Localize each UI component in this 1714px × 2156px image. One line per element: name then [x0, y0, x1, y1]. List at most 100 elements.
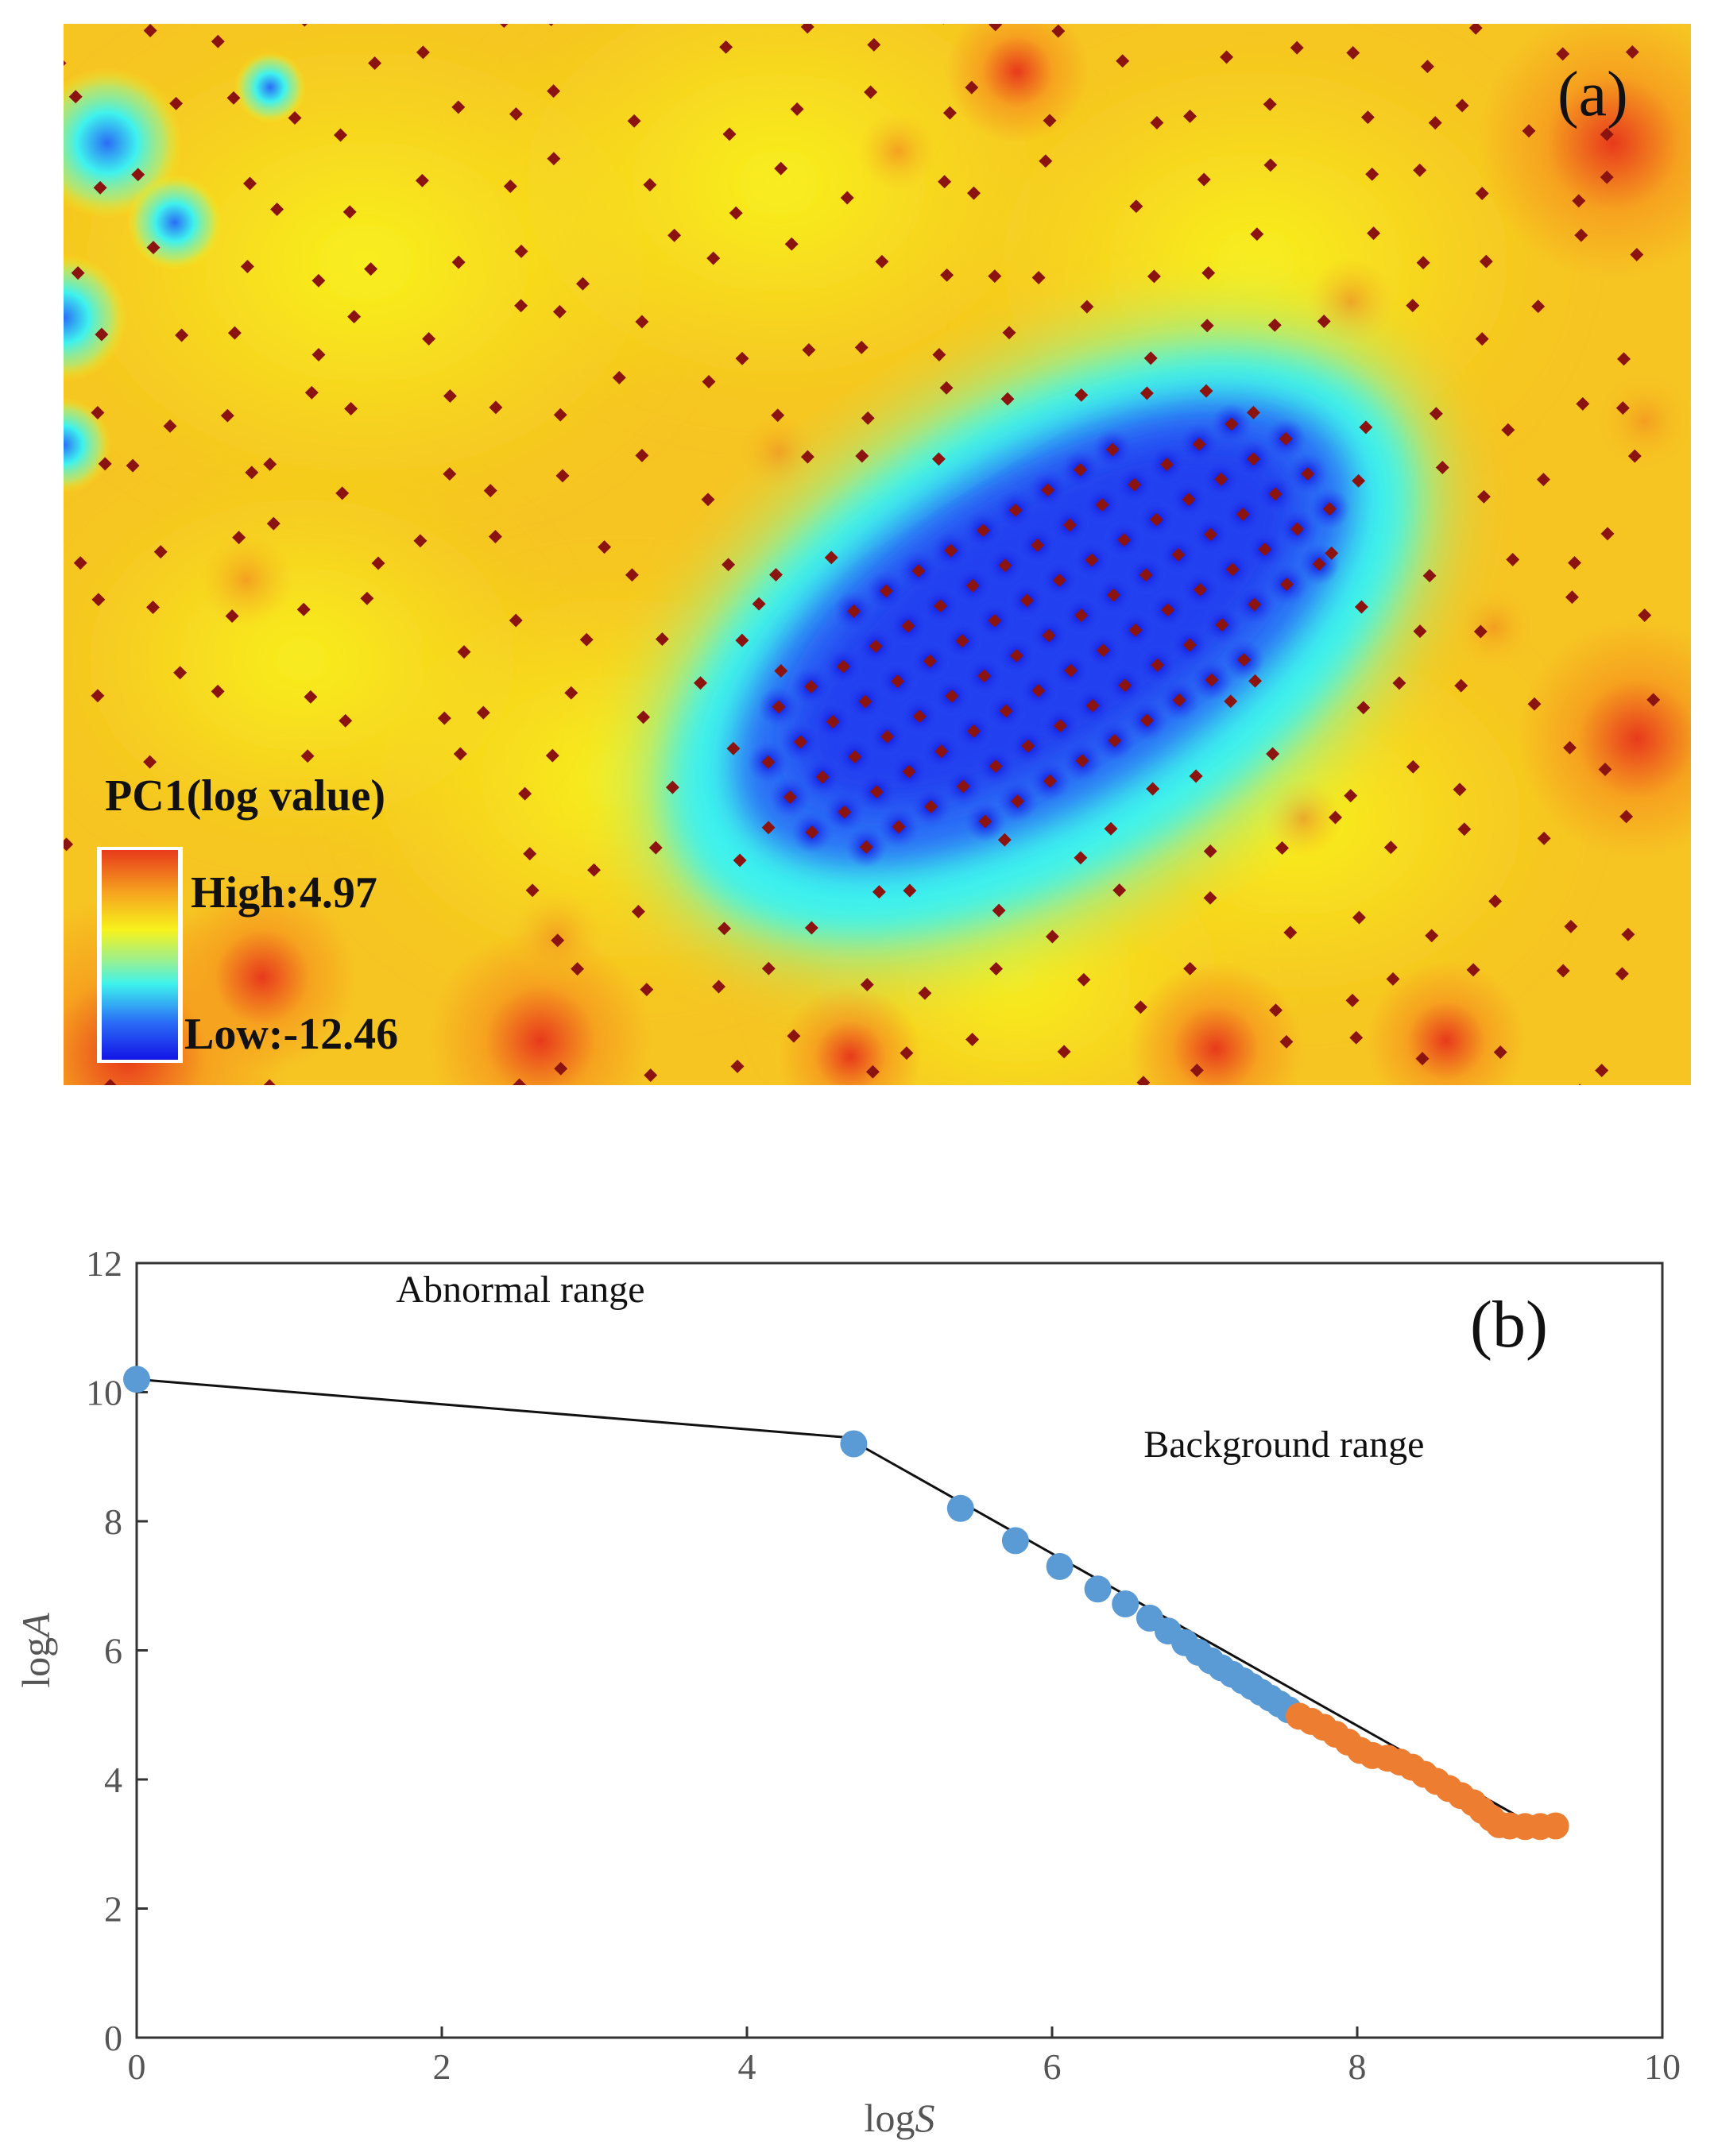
sample-point	[1488, 894, 1503, 908]
sample-point	[368, 56, 382, 70]
high-value-zone	[167, 882, 358, 1072]
orange-zone	[1263, 779, 1343, 858]
sample-point	[1301, 467, 1315, 481]
sample-point	[858, 694, 872, 709]
legend-color-ramp	[102, 850, 178, 1060]
sample-point	[1556, 964, 1570, 978]
sample-point	[855, 449, 869, 463]
sample-point	[513, 1078, 527, 1085]
sample-point	[718, 922, 731, 936]
sample-point	[304, 690, 318, 704]
data-point-orange	[1542, 1812, 1569, 1840]
sample-point	[1151, 658, 1164, 672]
sample-point	[1106, 588, 1120, 602]
sample-point	[636, 710, 651, 724]
sample-point	[1568, 556, 1581, 570]
sample-point	[869, 785, 884, 799]
sample-point	[1075, 754, 1089, 768]
sample-point	[211, 34, 225, 48]
sample-point	[1429, 407, 1443, 421]
sample-point	[173, 666, 188, 680]
sample-point	[1085, 553, 1099, 567]
yellow-zone	[477, 24, 1081, 409]
sample-point	[900, 1046, 914, 1061]
x-tick-label: 2	[433, 2046, 451, 2087]
sample-point	[1215, 618, 1229, 632]
sample-point	[824, 551, 838, 565]
sample-point	[1139, 713, 1154, 728]
sample-point	[640, 983, 654, 997]
high-value-zone	[1518, 620, 1691, 858]
sample-point	[891, 674, 905, 689]
sample-point	[1457, 822, 1472, 837]
sample-point	[999, 704, 1013, 718]
y-tick-label: 10	[86, 1373, 122, 1413]
sample-point	[867, 37, 881, 52]
sample-point	[175, 328, 189, 342]
sample-point	[1095, 498, 1109, 512]
sample-point	[1501, 423, 1515, 437]
sample-point	[1279, 1034, 1294, 1049]
sample-point	[1104, 821, 1118, 836]
sample-point	[571, 962, 585, 976]
sample-point	[1008, 503, 1023, 517]
sample-point	[451, 255, 466, 269]
sample-point	[880, 729, 894, 744]
sample-point	[774, 161, 788, 176]
sample-point	[997, 833, 1012, 847]
sample-point	[655, 632, 669, 646]
sample-point	[1473, 624, 1488, 639]
sample-point	[1564, 919, 1578, 933]
x-axis-label: logS	[865, 2096, 935, 2140]
sample-point	[1598, 763, 1612, 776]
sample-point	[1041, 483, 1055, 497]
sample-point	[815, 770, 830, 784]
sample-point	[143, 24, 157, 37]
sample-point	[1413, 624, 1427, 639]
sample-point	[1214, 472, 1228, 486]
sample-point	[701, 493, 715, 507]
y-tick-label: 8	[104, 1501, 122, 1542]
sample-point	[98, 457, 112, 471]
orange-zone	[1307, 258, 1395, 346]
sample-point	[635, 448, 649, 462]
sample-point	[300, 749, 315, 763]
sample-point	[1506, 552, 1520, 566]
sample-point	[712, 979, 725, 994]
legend-high-label: High:4.97	[191, 868, 377, 918]
sample-point	[552, 304, 567, 319]
sample-point	[1225, 562, 1240, 577]
concentration-area-chart: 0 2 4 6 8 10 0 2 4 6 8 10 12 Abnormal range Backgroun…	[14, 1243, 1681, 2140]
sample-point	[1356, 701, 1371, 715]
map-panel-label: (a)	[1557, 60, 1628, 129]
sample-point	[1146, 782, 1160, 796]
sample-point	[977, 669, 992, 683]
sample-point	[153, 545, 168, 559]
sample-point	[1224, 694, 1238, 709]
sample-point	[733, 853, 747, 867]
sample-point	[859, 840, 873, 854]
y-tick-label: 4	[104, 1760, 122, 1800]
sample-point	[243, 176, 257, 191]
orange-zone	[858, 111, 938, 191]
sample-point	[554, 1061, 568, 1076]
sample-point	[998, 558, 1012, 573]
sample-point	[804, 679, 818, 694]
sample-point	[923, 654, 937, 668]
sample-point	[73, 556, 87, 570]
sample-point	[735, 633, 749, 647]
sample-point	[901, 619, 915, 633]
sample-point	[1258, 543, 1272, 556]
sample-point	[514, 299, 528, 313]
sample-point	[722, 558, 736, 572]
sample-point	[1043, 774, 1057, 788]
sample-point	[988, 613, 1002, 628]
sample-point	[1386, 972, 1400, 986]
sample-point	[1203, 844, 1217, 858]
sample-point	[547, 84, 561, 99]
sample-point	[95, 327, 109, 342]
sample-point	[342, 205, 357, 219]
sample-point	[304, 385, 319, 400]
sample-point	[93, 180, 107, 195]
sample-point	[68, 90, 83, 104]
